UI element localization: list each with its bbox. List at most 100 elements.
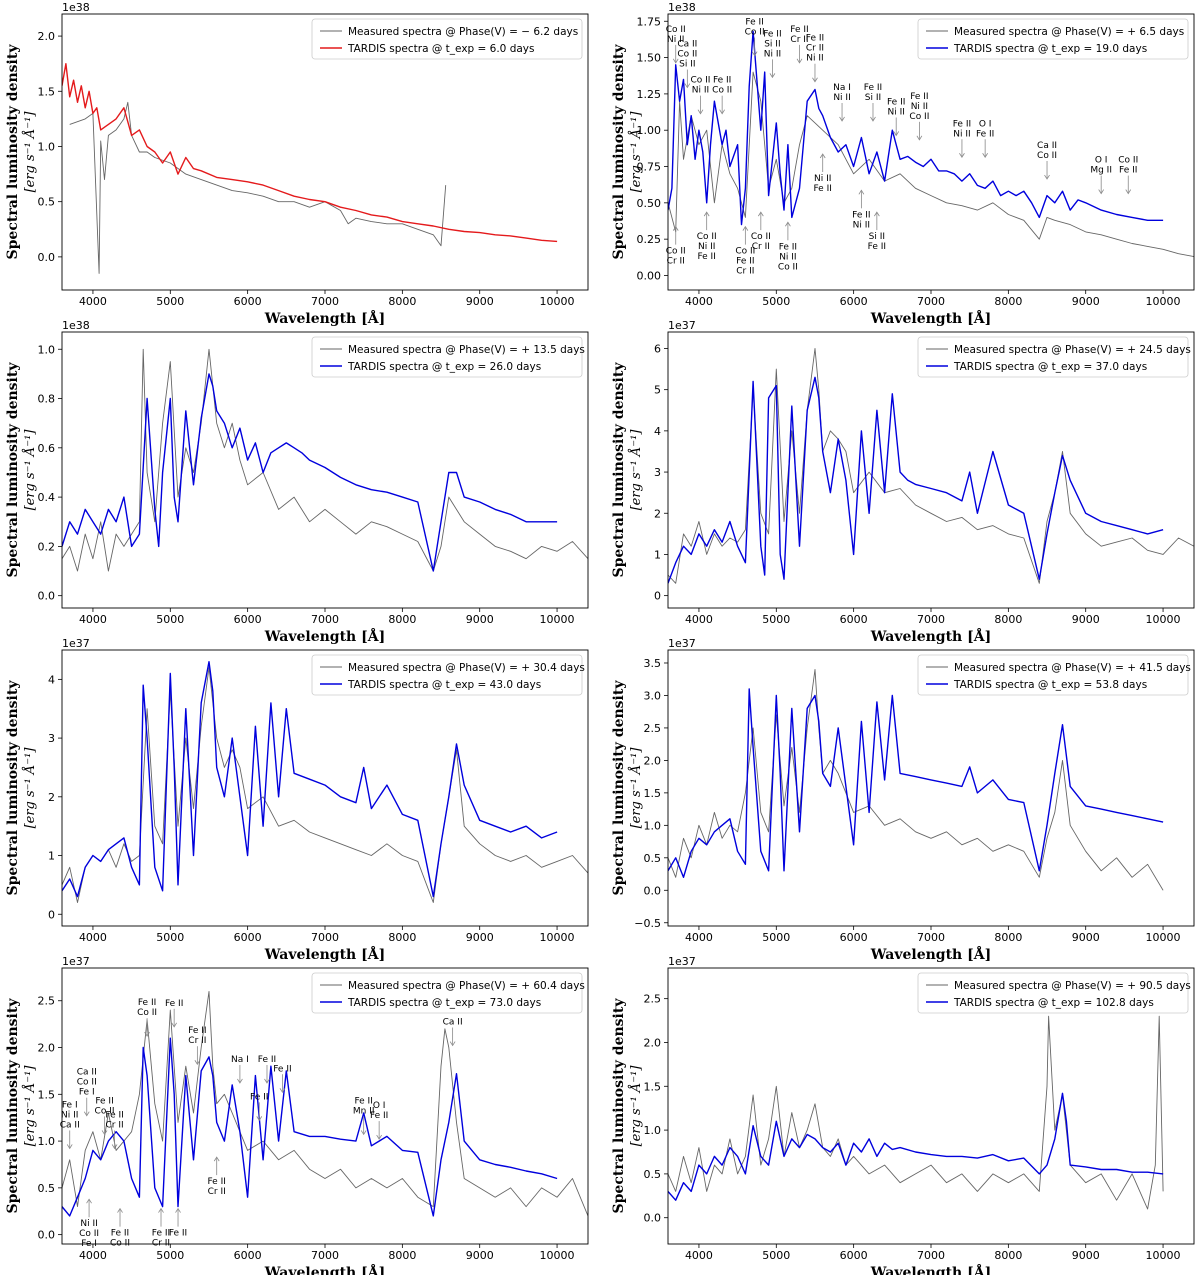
- legend-label-model: TARDIS spectra @ t_exp = 73.0 days: [347, 997, 541, 1009]
- annotation-label: Fe II: [111, 1229, 129, 1239]
- y-tick-label: 0.6: [38, 442, 56, 455]
- annotation-label: Fe II: [910, 92, 928, 102]
- y-axis-label: Spectral luminosity density: [611, 362, 627, 578]
- x-tick-label: 9000: [466, 1249, 494, 1262]
- y-tick-label: 0.75: [637, 161, 662, 174]
- annotation-arrowhead: [158, 1207, 164, 1213]
- x-tick-label: 10000: [1146, 613, 1181, 626]
- y-tick-label: 3.5: [644, 657, 662, 670]
- annotation-label: Co II: [79, 1229, 99, 1239]
- y-tick-label: 1.0: [38, 1135, 56, 1148]
- annotation-arrowhead: [256, 1116, 263, 1122]
- annotation-label: Ni II: [953, 129, 970, 139]
- annotation-arrowhead: [376, 1134, 382, 1140]
- annotation-label: Fe II: [169, 1229, 187, 1239]
- annotation-arrowhead: [237, 1078, 243, 1084]
- annotation-label: Si II: [869, 232, 885, 242]
- x-tick-label: 4000: [79, 295, 107, 308]
- x-tick-label: 10000: [540, 931, 575, 944]
- annotation-arrowhead: [672, 58, 679, 64]
- x-tick-label: 8000: [994, 613, 1022, 626]
- annotation-label: Co II: [751, 232, 771, 242]
- x-tick-label: 4000: [685, 1249, 713, 1262]
- x-tick-label: 6000: [840, 295, 868, 308]
- chart-panel-1: 4000 5000 6000 7000 8000 9000 10000 0.0 0.5 1.0 1.…: [5, 1, 589, 327]
- legend-box: [917, 18, 1189, 60]
- annotation-label: Fe II: [852, 210, 870, 220]
- x-tick-label: 5000: [762, 295, 790, 308]
- y-tick-label: 4: [654, 425, 661, 438]
- x-axis-label: Wavelength [Å]: [264, 1263, 385, 1275]
- axis-exponent-label: 1e38: [62, 319, 90, 332]
- x-tick-label: 8000: [388, 931, 416, 944]
- legend-label-measured: Measured spectra @ Phase(V) = + 60.4 day…: [348, 980, 585, 992]
- annotation-label: Cr II: [188, 1036, 206, 1046]
- model-spectrum-line: [62, 373, 558, 572]
- y-tick-label: 5: [654, 384, 661, 397]
- legend-label-measured: Measured spectra @ Phase(V) = + 13.5 day…: [348, 344, 585, 356]
- x-axis-label: Wavelength [Å]: [870, 1263, 991, 1275]
- annotation-arrowhead: [449, 1041, 456, 1047]
- x-tick-label: 4000: [79, 931, 107, 944]
- y-tick-label: 2: [654, 507, 661, 520]
- y-axis-unit-label: [erg s⁻¹ Å⁻¹]: [628, 429, 644, 511]
- annotation-label: Co II: [677, 50, 697, 60]
- annotation-label: Fe II: [713, 76, 731, 86]
- annotation-label: Fe II: [138, 998, 156, 1008]
- y-tick-label: 1.25: [637, 88, 662, 101]
- legend-box: [311, 654, 583, 696]
- x-tick-label: 9000: [466, 295, 494, 308]
- y-tick-label: 0.5: [38, 196, 56, 209]
- annotation-arrowhead: [111, 1144, 118, 1150]
- x-tick-label: 9000: [466, 613, 494, 626]
- chart-panel-6: 4000 5000 6000 7000 8000 9000 10000 −0.5 0.0 0.5 1…: [611, 637, 1195, 963]
- annotation-label: Fe II: [864, 83, 882, 93]
- x-tick-label: 6000: [840, 1249, 868, 1262]
- legend-label-measured: Measured spectra @ Phase(V) = + 90.5 day…: [954, 980, 1191, 992]
- y-axis-unit-label: [erg s⁻¹ Å⁻¹]: [628, 111, 644, 193]
- legend-box: [311, 972, 583, 1014]
- legend-label-measured: Measured spectra @ Phase(V) = + 6.5 days: [954, 26, 1184, 38]
- annotation-arrowhead: [769, 73, 776, 79]
- annotation-label: Fe II: [736, 257, 754, 267]
- annotation-label: Fe II: [814, 184, 832, 194]
- y-tick-label: 2: [48, 791, 55, 804]
- annotation-label: Fe II: [188, 1026, 206, 1036]
- annotation-arrowhead: [194, 1060, 201, 1065]
- x-tick-label: 10000: [1146, 1249, 1181, 1262]
- annotation-label: Cr II: [106, 1120, 124, 1130]
- y-tick-label: 3: [48, 732, 55, 745]
- x-tick-label: 9000: [466, 931, 494, 944]
- y-axis-unit-label: [erg s⁻¹ Å⁻¹]: [22, 747, 38, 829]
- y-tick-label: 0.25: [637, 233, 662, 246]
- annotation-arrowhead: [719, 109, 725, 115]
- annotation-label: Fe II: [370, 1111, 388, 1121]
- y-tick-label: 0.0: [38, 590, 56, 603]
- x-tick-label: 4000: [685, 295, 713, 308]
- annotation-label: Si II: [679, 60, 695, 70]
- y-axis-label: Spectral luminosity density: [611, 998, 627, 1214]
- annotation-arrowhead: [1044, 174, 1050, 180]
- annotation-arrowhead: [117, 1207, 123, 1213]
- y-tick-label: 1.5: [38, 85, 56, 98]
- annotation-label: Ni II: [887, 107, 904, 117]
- measured-spectrum-line: [69, 101, 447, 274]
- x-tick-label: 4000: [685, 931, 713, 944]
- y-axis-label: Spectral luminosity density: [5, 680, 21, 896]
- x-tick-label: 6000: [234, 613, 262, 626]
- annotation-label: Fe II: [868, 242, 886, 252]
- annotation-label: Co II: [137, 1008, 157, 1018]
- annotation-label: Si II: [764, 39, 780, 49]
- x-tick-label: 4000: [79, 1249, 107, 1262]
- annotation-arrowhead: [874, 211, 880, 217]
- legend-box: [311, 18, 583, 60]
- axis-exponent-label: 1e38: [62, 1, 90, 14]
- y-tick-label: 1.0: [644, 819, 662, 832]
- y-tick-label: 6: [654, 342, 661, 355]
- x-tick-label: 5000: [156, 295, 184, 308]
- legend-label-measured: Measured spectra @ Phase(V) = + 24.5 day…: [954, 344, 1191, 356]
- axis-exponent-label: 1e37: [62, 637, 90, 650]
- y-tick-label: 3: [654, 466, 661, 479]
- annotation-arrowhead: [916, 135, 923, 141]
- legend-box: [311, 336, 583, 378]
